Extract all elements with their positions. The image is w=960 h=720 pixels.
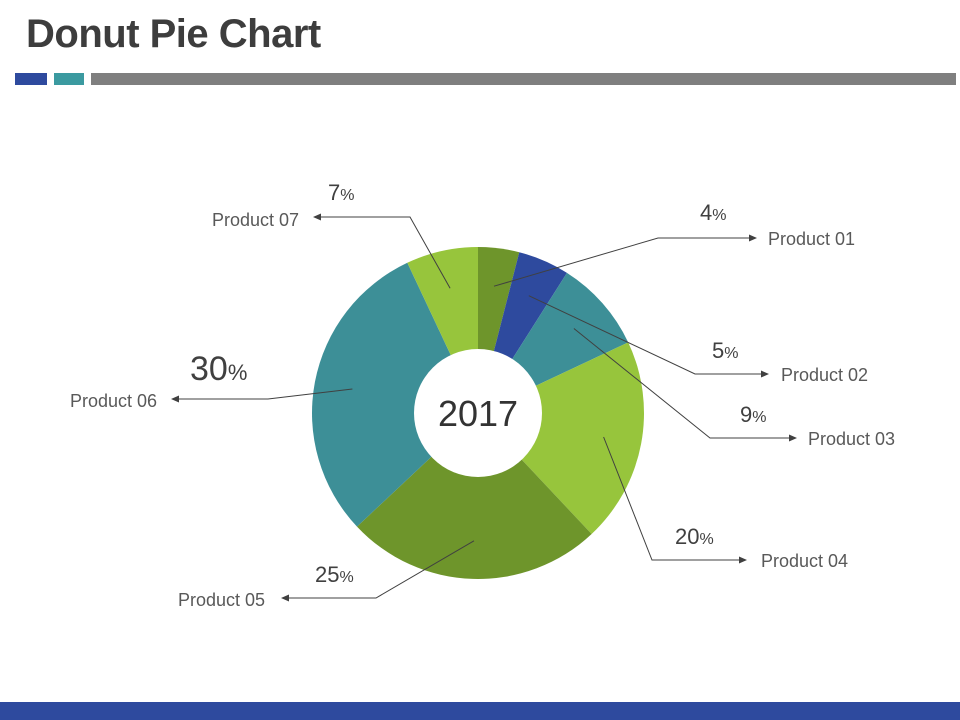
page-title: Donut Pie Chart <box>26 12 321 56</box>
slice-value-label: 7% <box>328 180 354 205</box>
slice-value-label: 4% <box>700 200 726 225</box>
donut-hole <box>414 349 542 477</box>
slice-value-label: 9% <box>740 402 766 427</box>
slice-label: Product 05 <box>178 590 265 610</box>
slice-label: Product 03 <box>808 429 895 449</box>
slice-product-05 <box>356 413 592 579</box>
slice-product-06 <box>312 262 478 527</box>
slice-label: Product 06 <box>70 391 157 411</box>
center-year-label: 2017 <box>438 393 518 434</box>
slice-value-label: 20% <box>675 524 714 549</box>
divider-bar <box>91 73 956 85</box>
slice-label: Product 07 <box>212 210 299 230</box>
accent-bar-blue <box>15 73 47 85</box>
footer-bar <box>0 702 960 720</box>
leader-line <box>171 388 353 403</box>
slice-label: Product 04 <box>761 551 848 571</box>
leader-line <box>603 436 747 564</box>
slice-value-label: 30% <box>190 350 247 388</box>
slice-label: Product 02 <box>781 365 868 385</box>
slice-value-label: 25% <box>315 562 354 587</box>
slice-product-04 <box>478 342 644 535</box>
leader-line <box>573 328 797 442</box>
leader-line <box>493 234 757 287</box>
leader-line <box>528 295 769 378</box>
leader-line <box>281 540 475 602</box>
accent-bar-teal <box>54 73 84 85</box>
slice-label: Product 01 <box>768 229 855 249</box>
slice-labels: Product 01 4% Product 02 5% Product 03 9% Prod… <box>70 180 895 610</box>
slice-value-label: 5% <box>712 338 738 363</box>
leader-lines <box>171 213 797 602</box>
leader-line <box>313 213 451 289</box>
